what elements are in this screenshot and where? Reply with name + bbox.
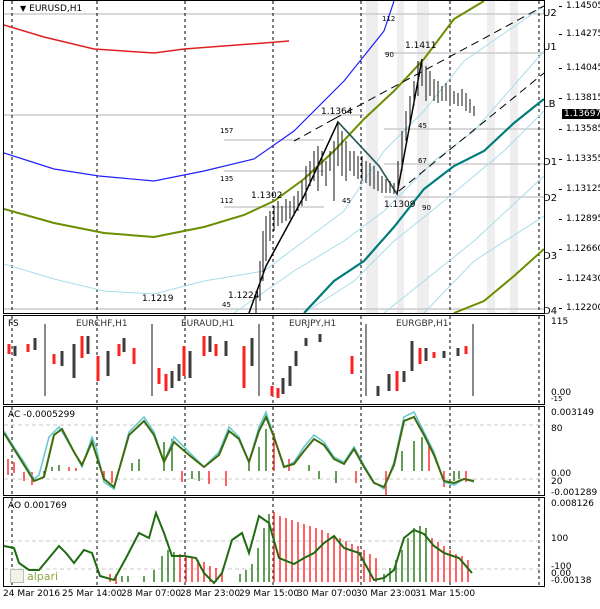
price-tick: 1.13815 [558,93,600,103]
time-tick: 30 Mar 23:00 [356,589,417,599]
price-tick: 1.12895 [558,214,600,224]
current-price-tag: 1.13697 [562,109,600,119]
fib-157: 157 [220,127,234,135]
fib-45-b: 45 [342,197,351,205]
time-tick: 28 Mar 23:00 [180,589,241,599]
symbol-label-eurchf: EURCHF,H1 [76,319,128,329]
price-tick: 1.14505 [558,1,600,11]
annotation-high-2: 1.1411 [405,41,437,51]
axis-tick: -100 [551,562,572,572]
chart-title[interactable]: ▼ EURUSD,H1 [20,4,83,14]
symbol-label-eurgbp: EURGBP,H1 [396,319,449,329]
alpari-logo-text: alpari [27,569,59,583]
fib-45-a: 45 [418,122,427,130]
time-tick: 29 Mar 15:00 [239,589,300,599]
axis-tick: 0.003149 [551,408,594,418]
symbol-label-eurjpy: EURJPY,H1 [289,319,337,329]
fib-90-b: 90 [422,204,431,212]
alpari-logo: alpari [10,569,58,583]
time-tick: 28 Mar 07:00 [121,589,182,599]
annotation-low-4: 1.1219 [142,294,174,304]
price-tick: 1.13585 [558,124,600,134]
axis-tick: 0.008126 [551,499,594,509]
level-d2: D2 [543,193,558,204]
axis-tick: 0.00 [551,388,572,398]
ac-pane-title: AC -0.0005299 [8,410,76,420]
time-tick: 24 Mar 2016 [3,589,61,599]
fib-112-b: 112 [382,15,396,23]
ao-canvas [4,498,544,586]
fib-67: 67 [418,157,427,165]
price-tick: 1.14275 [558,29,600,39]
price-tick: 1.13355 [558,154,600,164]
annotation-high-1: 1.1364 [321,107,353,117]
main-chart-pane[interactable]: ▼ EURUSD,H1 1.1411 1.1364 1.1309 1.1302 1… [3,0,545,314]
level-d1: D1 [543,157,558,168]
level-d4: D4 [543,306,558,317]
symbols-pane[interactable]: FS EURCHF,H1 EURAUD,H1 EURJPY,H1 EURGBP,… [3,315,545,405]
multi-symbol-canvas [7,316,540,404]
price-chart-canvas [4,1,544,313]
alpari-logo-icon [10,569,24,583]
axis-tick: 0.00 [551,569,572,579]
annotation-low-2: 1.1302 [251,191,283,201]
symbols-axis: 115 0.00 -15 [545,315,600,403]
axis-tick: 0.00 [551,469,572,479]
ao-pane-title: AO 0.001769 [8,501,67,511]
level-u1: U1 [543,42,557,53]
axis-tick: -15 [551,395,563,403]
price-tick: 1.14045 [558,63,600,73]
symbol-label-euraud: EURAUD,H1 [181,319,235,329]
level-u2: U2 [543,9,544,19]
axis-tick: 20 [551,477,563,487]
fib-112-a: 112 [220,197,234,205]
price-tick: 1.12430 [558,274,600,284]
ao-indicator-pane[interactable]: AO 0.001769 alpari [3,497,545,587]
ao-axis: 0.008126 100 -100 0.00 -0.00138 [545,497,600,586]
axis-tick: 100 [551,534,569,544]
level-lb: LB [543,99,556,110]
fib-135: 135 [220,175,234,183]
axis-tick: 80 [551,424,563,434]
axis-tick: -0.001289 [551,488,598,498]
triangle-down-icon[interactable]: ▼ [20,4,27,13]
fib-90-a: 90 [385,51,394,59]
time-tick: 25 Mar 14:00 [62,589,123,599]
axis-tick: -0.00138 [551,576,592,586]
price-tick: 1.12200 [558,303,600,313]
price-tick: 1.13125 [558,184,600,194]
fib-45-c: 45 [222,301,231,309]
price-tick: 1.12660 [558,244,600,254]
symbols-pane-title: FS [8,319,19,329]
ac-axis: 0.003149 80 0.00 20 -0.001289 [545,406,600,498]
time-tick: 30 Mar 07:00 [297,589,358,599]
ac-canvas [4,407,544,495]
time-axis[interactable]: 24 Mar 2016 25 Mar 14:00 28 Mar 07:00 28… [3,585,600,609]
level-d3: D3 [543,251,558,262]
time-tick: 31 Mar 15:00 [415,589,476,599]
annotation-low-1: 1.1309 [384,200,416,210]
annotation-low-3: 1.1224 [228,291,260,301]
level-u2: U2 [543,8,557,19]
price-axis[interactable]: 1.14505 1.14275 1.14045 1.13815 1.13697 … [558,0,600,313]
ac-indicator-pane[interactable]: AC -0.0005299 [3,406,545,496]
axis-tick: 115 [551,317,569,327]
